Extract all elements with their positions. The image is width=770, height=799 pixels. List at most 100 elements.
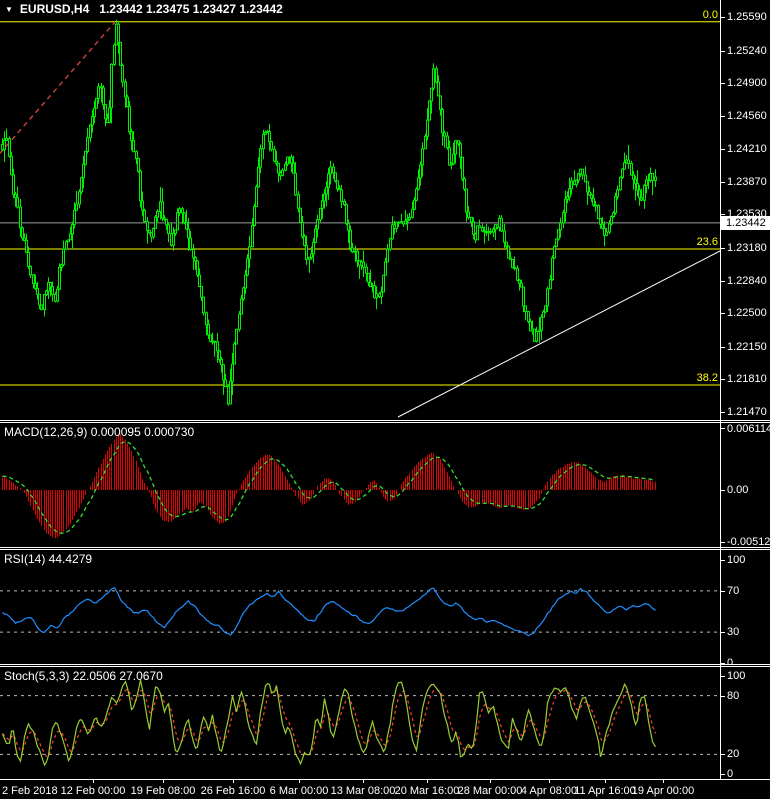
time-tick	[93, 780, 94, 783]
axis-tick-label: 0	[727, 768, 734, 780]
current-price-badge: 1.23442	[721, 216, 770, 230]
macd-label: MACD(12,26,9) 0.000095 0.000730	[4, 425, 195, 439]
ohlc-values: 1.23442 1.23475 1.23427 1.23442	[99, 2, 283, 16]
price-tick	[720, 313, 725, 314]
macd-panel[interactable]: MACD(12,26,9) 0.000095 0.000730 0.006114…	[0, 423, 770, 548]
rsi-panel[interactable]: RSI(14) 44.4279 100 70 30 0	[0, 550, 770, 669]
price-tick-label: 1.22150	[727, 341, 767, 353]
rsi-line	[2, 586, 656, 637]
panel-separator[interactable]	[0, 420, 770, 423]
price-tick-label: 1.22840	[727, 275, 767, 287]
axis-tick-label: 30	[727, 626, 740, 638]
axis-tick	[720, 632, 725, 633]
stochastic-label: Stoch(5,3,3) 22.0506 27.0670	[4, 669, 163, 683]
time-tick-label: 12 Feb 00:00	[60, 785, 126, 797]
price-tick	[720, 83, 725, 84]
axis-tick	[720, 663, 725, 664]
price-tick	[720, 17, 725, 18]
price-tick-label: 1.22500	[727, 307, 767, 319]
price-tick-label: 1.25240	[727, 45, 767, 57]
fib-label-0.0: 0.0	[702, 9, 718, 21]
macd-chart[interactable]	[0, 423, 770, 547]
price-tick-label: 1.23870	[727, 176, 767, 188]
price-tick-label: 1.21810	[727, 373, 767, 385]
ascending-trendline	[397, 250, 721, 418]
price-tick-label: 1.24900	[727, 77, 767, 89]
axis-tick	[720, 560, 725, 561]
axis-tick-label: 0.00	[727, 484, 749, 496]
axis-tick	[720, 696, 725, 697]
axis-tick	[720, 542, 725, 543]
axis-tick	[720, 490, 725, 491]
stochastic-main-line	[1, 679, 657, 767]
time-tick-label: 28 Mar 00:00	[457, 785, 523, 797]
macd-signal-line	[2, 441, 656, 534]
collapse-chevron-icon[interactable]: ▼	[5, 4, 13, 14]
axis-tick-label: -0.005127	[727, 536, 770, 548]
price-tick-label: 1.23180	[727, 242, 767, 254]
main-chart[interactable]	[0, 0, 770, 420]
chart-header: ▼ EURUSD,H4 1.23442 1.23475 1.23427 1.23…	[5, 2, 283, 16]
stochastic-chart[interactable]	[0, 667, 770, 779]
price-tick	[720, 214, 725, 215]
time-tick	[233, 780, 234, 783]
price-tick	[720, 248, 725, 249]
time-tick-label: 6 Mar 00:00	[269, 785, 329, 797]
price-tick	[720, 116, 725, 117]
time-tick-label: 2 Feb 2018	[2, 785, 58, 797]
time-tick	[490, 780, 491, 783]
panel-separator[interactable]	[0, 664, 770, 667]
axis-tick-label: 0	[727, 657, 734, 669]
time-tick-label: 20 Mar 16:00	[394, 785, 460, 797]
time-tick	[663, 780, 664, 783]
price-tick	[720, 347, 725, 348]
macd-histogram	[2, 433, 656, 539]
candlestick-series	[1, 19, 657, 406]
panel-separator[interactable]	[0, 547, 770, 550]
main-price-panel[interactable]: ▼ EURUSD,H4 1.23442 1.23475 1.23427 1.23…	[0, 0, 770, 420]
axis-tick	[720, 774, 725, 775]
time-tick-label: 11 Apr 16:00	[574, 785, 636, 797]
fib-label-38.2: 38.2	[696, 372, 718, 384]
price-tick	[720, 412, 725, 413]
fib-label-23.6: 23.6	[696, 236, 718, 248]
axis-tick-label: 100	[727, 554, 746, 566]
time-tick-label: 4 Apr 08:00	[520, 785, 578, 797]
price-tick-label: 1.25590	[727, 11, 767, 23]
time-tick	[549, 780, 550, 783]
axis-tick-label: 20	[727, 748, 740, 760]
rsi-label: RSI(14) 44.4279	[4, 552, 93, 566]
price-tick	[720, 149, 725, 150]
axis-tick	[720, 676, 725, 677]
time-tick	[163, 780, 164, 783]
red-dashed-trendline	[0, 21, 116, 155]
time-tick	[605, 780, 606, 783]
time-tick	[299, 780, 300, 783]
time-tick-label: 13 Mar 08:00	[330, 785, 396, 797]
axis-tick	[720, 754, 725, 755]
stochastic-panel[interactable]: Stoch(5,3,3) 22.0506 27.0670 100 80 20 0	[0, 667, 770, 780]
price-tick	[720, 281, 725, 282]
time-axis[interactable]: 2 Feb 2018 12 Feb 00:00 19 Feb 08:00 26 Feb…	[0, 779, 770, 799]
price-tick	[720, 379, 725, 380]
price-axis-border	[720, 0, 721, 779]
time-tick-label: 19 Apr 00:00	[631, 785, 695, 797]
axis-tick-label: 100	[727, 670, 746, 682]
price-tick-label: 1.24560	[727, 110, 767, 122]
axis-tick-label: 0.006114	[727, 423, 770, 435]
symbol-timeframe: EURUSD,H4	[19, 2, 90, 16]
axis-tick-label: 80	[727, 690, 740, 702]
price-tick-label: 1.21470	[727, 406, 767, 418]
axis-tick	[720, 591, 725, 592]
price-tick-label: 1.24210	[727, 143, 767, 155]
time-tick	[427, 780, 428, 783]
rsi-chart[interactable]	[0, 550, 770, 664]
time-tick-label: 26 Feb 16:00	[200, 785, 266, 797]
axis-tick	[720, 428, 725, 429]
time-tick	[363, 780, 364, 783]
price-tick	[720, 51, 725, 52]
price-tick	[720, 182, 725, 183]
time-tick-label: 19 Feb 08:00	[130, 785, 196, 797]
axis-tick-label: 70	[727, 585, 740, 597]
